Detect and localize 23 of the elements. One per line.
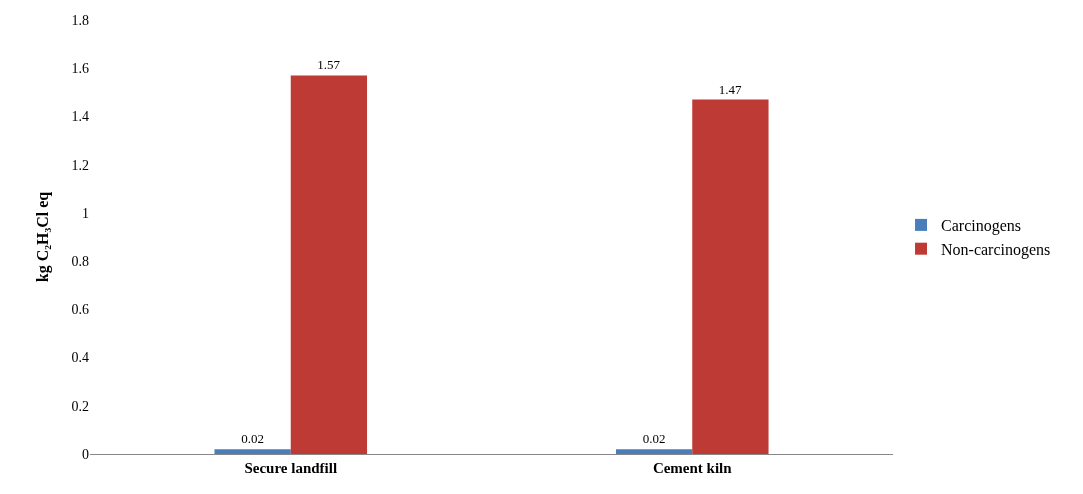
y-tick-label: 1.8 <box>71 12 89 28</box>
bar <box>615 449 693 454</box>
y-tick-label: 0.4 <box>71 350 89 366</box>
y-axis-title: kg C₂H₃Cl eq <box>34 191 52 283</box>
y-tick-label: 0.2 <box>71 398 89 414</box>
y-tick-label: 0.8 <box>71 254 89 270</box>
y-tick-label: 1.6 <box>71 61 89 77</box>
data-label: 1.57 <box>317 57 341 73</box>
bar <box>692 99 769 454</box>
legend-label: Non-carcinogens <box>941 240 1051 259</box>
y-tick-label: 1.2 <box>71 157 89 173</box>
x-tick-label: Cement kiln <box>652 460 733 476</box>
legend-label: Carcinogens <box>941 217 1022 236</box>
data-label: 1.47 <box>718 81 743 97</box>
y-tick-label: 1.4 <box>71 109 89 125</box>
bar <box>214 449 291 454</box>
x-tick-label: Secure landfill <box>244 460 338 476</box>
data-label: 0.02 <box>642 431 666 447</box>
y-tick-label: 0.6 <box>71 302 89 318</box>
bar <box>290 75 368 454</box>
y-tick-label: 0 <box>82 446 89 462</box>
data-label: 0.02 <box>241 431 264 447</box>
y-tick-label: 1 <box>82 205 89 221</box>
